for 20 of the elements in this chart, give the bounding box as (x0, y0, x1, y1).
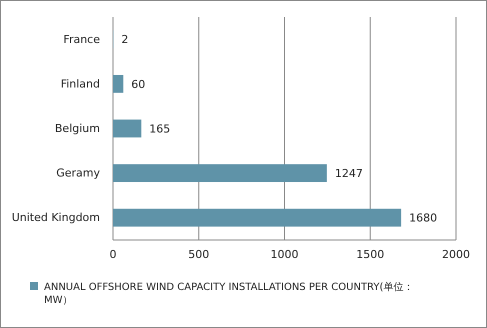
legend-label: ANNUAL OFFSHORE WIND CAPACITY INSTALLATIONS PER COUNTRY(单位：MW） (44, 281, 414, 306)
y-tick-label: Geramy (56, 166, 100, 180)
bar (113, 208, 402, 227)
x-tick-label: 0 (110, 248, 116, 261)
y-tick-label: France (63, 32, 100, 46)
y-tick-label: United Kingdom (12, 211, 100, 224)
bar (113, 74, 124, 93)
y-tick-label: Finland (60, 77, 100, 90)
x-tick-label: 500 (188, 248, 210, 261)
data-label: 2 (121, 33, 128, 46)
bar (113, 120, 142, 138)
data-label: 1247 (334, 166, 363, 180)
x-tick-label: 1500 (356, 248, 384, 261)
x-tick-label: 2000 (442, 248, 470, 261)
data-label: 1680 (409, 212, 438, 225)
y-tick-label: Belgium (54, 122, 100, 136)
bar (113, 164, 327, 182)
x-tick-label: 1000 (270, 248, 298, 261)
data-label: 60 (131, 78, 146, 91)
data-label: 165 (149, 122, 170, 136)
